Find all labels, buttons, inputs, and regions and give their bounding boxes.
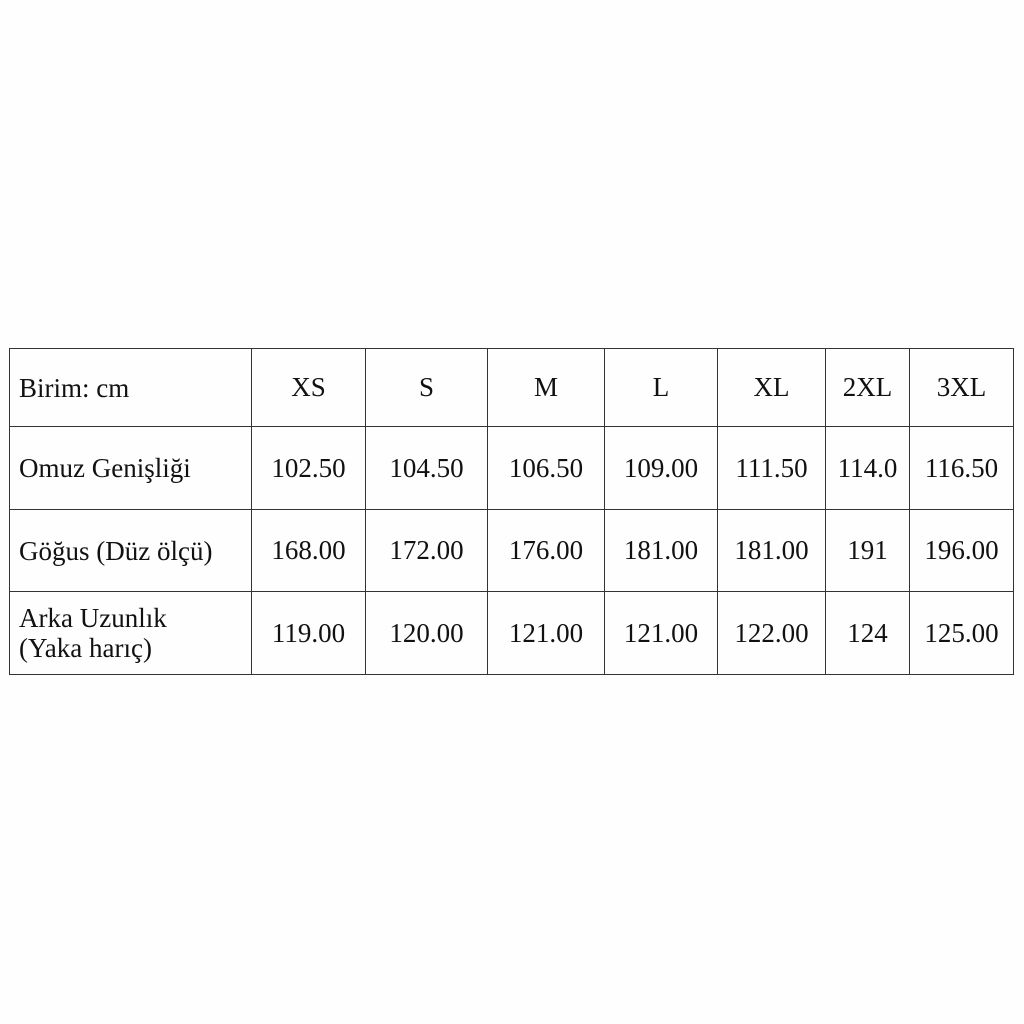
cell: 120.00 bbox=[365, 591, 488, 675]
header-row: Birim: cm XS S M L XL 2XL 3XL bbox=[9, 348, 1014, 427]
cell: 116.50 bbox=[909, 426, 1014, 510]
cell: 114.0 bbox=[825, 426, 910, 510]
cell: 122.00 bbox=[717, 591, 826, 675]
size-header-3xl: 3XL bbox=[909, 348, 1014, 427]
row-label: Arka Uzunlık (Yaka harıç) bbox=[9, 591, 252, 675]
cell: 176.00 bbox=[487, 509, 605, 592]
unit-label: Birim: cm bbox=[9, 348, 252, 427]
size-header-xs: XS bbox=[251, 348, 366, 427]
cell: 106.50 bbox=[487, 426, 605, 510]
size-header-s: S bbox=[365, 348, 488, 427]
cell: 119.00 bbox=[251, 591, 366, 675]
cell: 109.00 bbox=[604, 426, 718, 510]
row-label-line1: Arka Uzunlık bbox=[19, 603, 167, 633]
cell: 191 bbox=[825, 509, 910, 592]
size-header-xl: XL bbox=[717, 348, 826, 427]
row-label: Omuz Genişliği bbox=[9, 426, 252, 510]
cell: 121.00 bbox=[604, 591, 718, 675]
cell: 168.00 bbox=[251, 509, 366, 592]
cell: 102.50 bbox=[251, 426, 366, 510]
size-header-m: M bbox=[487, 348, 605, 427]
cell: 196.00 bbox=[909, 509, 1014, 592]
table-row-back-length: Arka Uzunlık (Yaka harıç) 119.00 120.00 … bbox=[9, 591, 1014, 675]
cell: 125.00 bbox=[909, 591, 1014, 675]
size-chart-table: Birim: cm XS S M L XL 2XL 3XL Omuz Geniş… bbox=[9, 348, 1014, 675]
table-row-chest: Göğus (Düz ölçü) 168.00 172.00 176.00 18… bbox=[9, 509, 1014, 592]
cell: 181.00 bbox=[604, 509, 718, 592]
size-header-l: L bbox=[604, 348, 718, 427]
cell: 124 bbox=[825, 591, 910, 675]
cell: 172.00 bbox=[365, 509, 488, 592]
cell: 104.50 bbox=[365, 426, 488, 510]
row-label: Göğus (Düz ölçü) bbox=[9, 509, 252, 592]
row-label-line2: (Yaka harıç) bbox=[19, 633, 152, 663]
table-row-shoulder: Omuz Genişliği 102.50 104.50 106.50 109.… bbox=[9, 426, 1014, 510]
size-header-2xl: 2XL bbox=[825, 348, 910, 427]
cell: 111.50 bbox=[717, 426, 826, 510]
cell: 121.00 bbox=[487, 591, 605, 675]
cell: 181.00 bbox=[717, 509, 826, 592]
